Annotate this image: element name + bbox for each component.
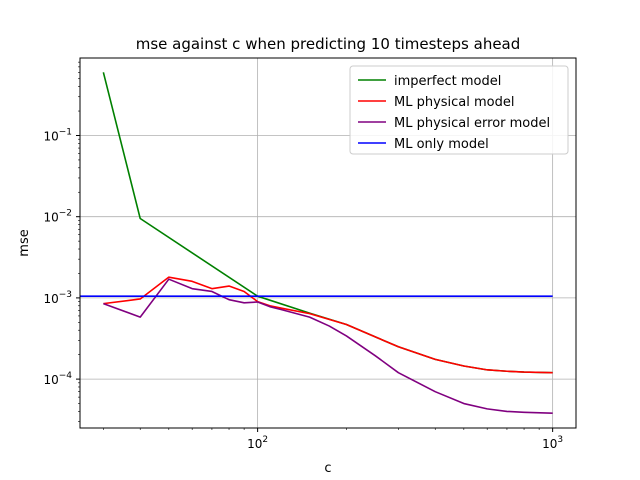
x-tick-label: 103	[542, 435, 563, 451]
series-line-ml-physical-error-model	[103, 278, 553, 415]
legend-label: imperfect model	[394, 74, 501, 89]
chart-title: mse against c when predicting 10 timeste…	[136, 35, 521, 53]
y-tick-label: 10−2	[43, 209, 72, 225]
x-axis-label: c	[324, 461, 331, 476]
y-tick-label: 10−4	[43, 371, 72, 387]
tick-layer: 102 103 10−4 10−3 10−2 10−1	[43, 61, 563, 451]
legend-label: ML physical error model	[394, 116, 550, 131]
y-tick-label: 10−3	[43, 290, 72, 306]
x-tick-label: 102	[247, 435, 268, 451]
series-line-ml-physical-model	[103, 276, 553, 374]
legend-label: ML only model	[394, 137, 489, 152]
legend-box	[349, 65, 569, 155]
y-axis-label: mse	[17, 229, 32, 256]
series-layer	[80, 72, 553, 415]
legend-label: ML physical model	[394, 95, 515, 110]
plot-frame	[79, 57, 577, 429]
y-tick-label: 10−1	[43, 127, 72, 143]
legend: imperfect model ML physical model ML physi…	[349, 65, 569, 155]
